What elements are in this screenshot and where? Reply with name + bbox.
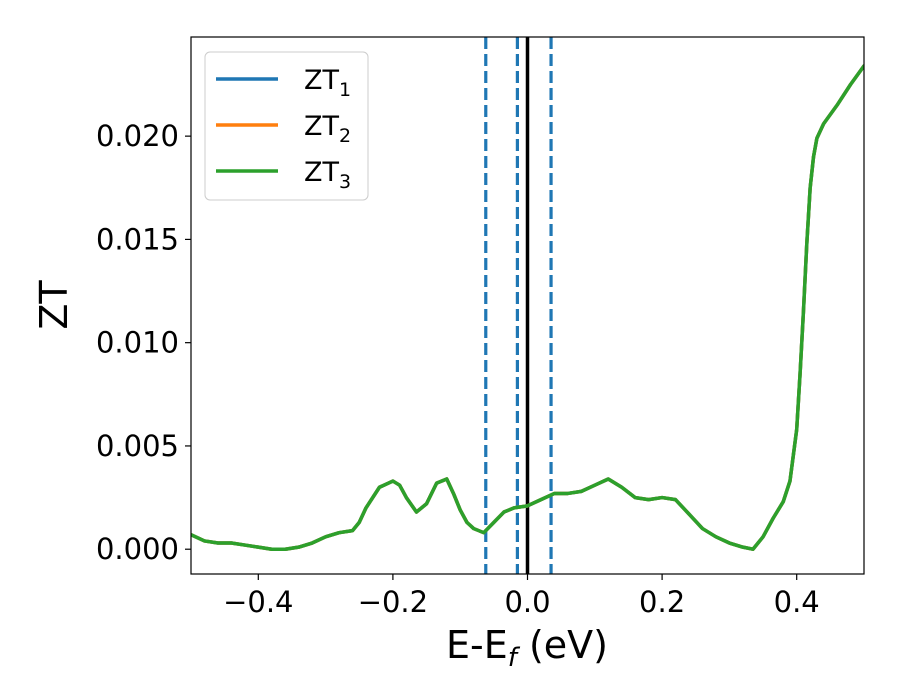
x-tick-label: 0.0 [504,585,550,619]
x-axis: −0.4 −0.2 0.0 0.2 0.4 [223,574,820,619]
legend-frame [204,51,369,201]
legend-label-1: ZT1 [304,65,351,101]
y-axis: 0.000 0.005 0.010 0.015 0.020 [96,119,191,566]
legend: ZT1 ZT2 ZT3 [204,51,369,201]
y-tick-label: 0.020 [96,119,179,153]
legend-label-3: ZT3 [304,157,351,193]
series-line-3 [191,64,864,551]
series-lines [191,64,864,551]
y-tick-label: 0.010 [96,326,179,360]
x-tick-label: 0.2 [639,585,685,619]
y-tick-label: 0.000 [96,532,179,566]
x-tick-label: −0.4 [223,585,293,619]
x-axis-label-unit: (eV) [517,623,608,667]
x-tick-label: −0.2 [358,585,428,619]
x-tick-label: 0.4 [774,585,820,619]
y-tick-label: 0.015 [96,222,179,256]
y-tick-label: 0.005 [96,429,179,463]
y-axis-label: ZT [32,280,76,330]
x-axis-label: E-Ef (eV) [446,623,608,673]
legend-label-2: ZT2 [304,111,351,147]
reference-lines [484,37,553,574]
x-axis-label-main: E-E [446,623,508,667]
